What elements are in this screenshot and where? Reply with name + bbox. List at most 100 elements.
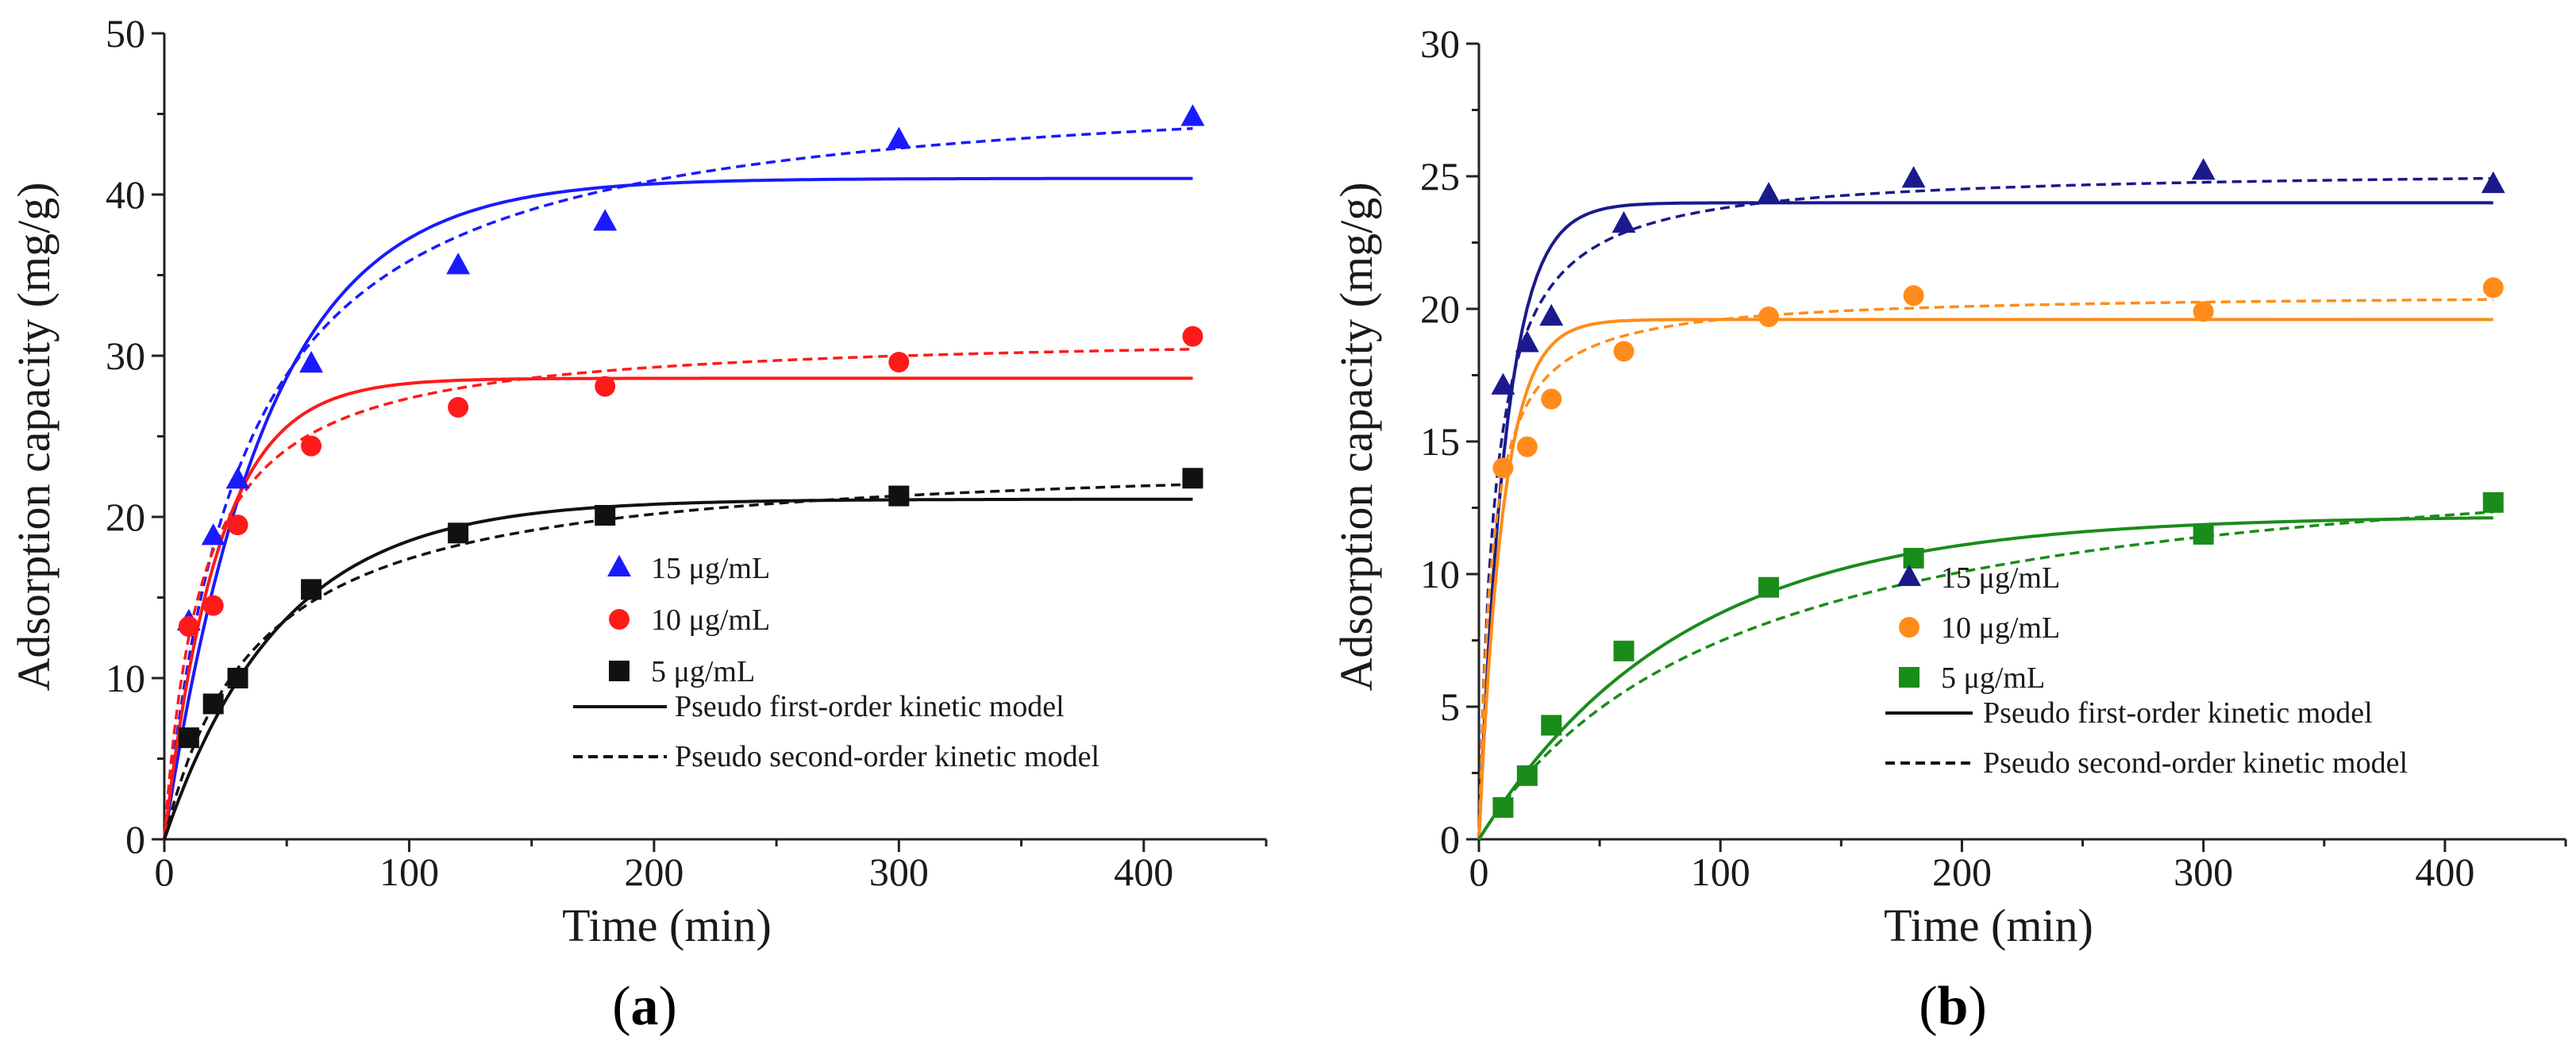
data-point-circle bbox=[448, 396, 469, 418]
y-tick-label: 10 bbox=[1420, 552, 1460, 596]
y-tick-label: 40 bbox=[106, 172, 145, 217]
data-point-square bbox=[1492, 796, 1514, 818]
x-tick-label: 0 bbox=[155, 850, 175, 894]
data-point-circle bbox=[227, 515, 248, 536]
legend-marker-square bbox=[1899, 667, 1919, 688]
data-point-triangle bbox=[225, 467, 250, 489]
data-point-square bbox=[178, 727, 199, 749]
data-point-circle bbox=[301, 435, 322, 457]
panel-label: (b) bbox=[1919, 976, 1987, 1037]
pseudo-second-order-curve bbox=[163, 483, 1193, 840]
data-point-circle bbox=[178, 616, 199, 638]
legend-model-label: Pseudo second-order kinetic model bbox=[1983, 746, 2408, 780]
data-point-circle bbox=[2482, 277, 2504, 299]
data-point-circle bbox=[888, 352, 910, 373]
legend-label: 5 μg/mL bbox=[651, 655, 755, 688]
pseudo-first-order-curve bbox=[163, 376, 1193, 840]
legend-marker-circle bbox=[1899, 617, 1919, 638]
y-tick-label: 10 bbox=[106, 656, 145, 700]
x-tick-label: 400 bbox=[2415, 850, 2474, 894]
data-point-triangle bbox=[201, 523, 225, 545]
legend-label: 10 μg/mL bbox=[651, 603, 770, 637]
chart-panel-b: 0 100 200 300 400 0 5 10 15 20 25 30 Time (min) Adsor… bbox=[1330, 21, 2567, 1037]
panel-label: (a) bbox=[612, 976, 677, 1037]
pseudo-second-order-curve bbox=[1477, 511, 2493, 840]
y-axis-label: Adsorption capacity (mg/g) bbox=[1330, 182, 1382, 691]
legend-label: 5 μg/mL bbox=[1941, 661, 2045, 695]
y-tick-label: 30 bbox=[106, 333, 145, 378]
pseudo-first-order-curve bbox=[1477, 201, 2493, 840]
y-axis-label: Adsorption capacity (mg/g) bbox=[8, 182, 60, 691]
y-tick-label: 5 bbox=[1440, 684, 1460, 729]
data-point-triangle bbox=[2481, 171, 2505, 194]
data-point-square bbox=[2193, 523, 2214, 545]
data-point-circle bbox=[1903, 285, 1924, 306]
pseudo-first-order-curve bbox=[1477, 516, 2493, 841]
data-point-square bbox=[448, 522, 469, 544]
y-tick-label: 25 bbox=[1420, 154, 1460, 199]
data-point-circle bbox=[1758, 306, 1780, 328]
data-point-triangle bbox=[1611, 210, 1636, 233]
y-tick-label: 15 bbox=[1420, 419, 1460, 464]
pseudo-first-order-curve bbox=[1477, 318, 2493, 840]
legend-marker-square bbox=[609, 661, 630, 681]
legend-marker-triangle bbox=[1897, 564, 1921, 587]
data-point-triangle bbox=[1491, 372, 1515, 395]
pseudo-first-order-curve bbox=[163, 176, 1193, 840]
legend-label: 15 μg/mL bbox=[1941, 561, 2060, 595]
legend-label: 15 μg/mL bbox=[651, 552, 770, 585]
legend-model-label: Pseudo second-order kinetic model bbox=[675, 740, 1099, 773]
x-axis-label: Time (min) bbox=[562, 900, 772, 951]
y-tick-label: 30 bbox=[1420, 21, 1460, 66]
legend-label: 10 μg/mL bbox=[1941, 611, 2060, 645]
pseudo-second-order-curve bbox=[1477, 176, 2493, 840]
data-point-square bbox=[1182, 468, 1203, 489]
data-point-square bbox=[2482, 492, 2504, 513]
data-point-circle bbox=[2193, 301, 2214, 322]
data-point-square bbox=[595, 504, 616, 526]
data-point-square bbox=[227, 668, 248, 688]
data-point-triangle bbox=[1757, 182, 1781, 204]
data-point-triangle bbox=[299, 350, 324, 373]
data-point-square bbox=[888, 485, 910, 507]
data-point-circle bbox=[1182, 326, 1203, 347]
legend-model-label: Pseudo first-order kinetic model bbox=[1983, 696, 2373, 730]
x-tick-label: 100 bbox=[379, 850, 439, 894]
data-point-square bbox=[1541, 715, 1562, 736]
data-point-square bbox=[1758, 576, 1780, 598]
data-point-circle bbox=[202, 595, 224, 616]
legend-model-label: Pseudo first-order kinetic model bbox=[675, 690, 1065, 723]
pseudo-second-order-curve bbox=[163, 348, 1193, 840]
data-point-triangle bbox=[593, 209, 618, 231]
data-point-circle bbox=[1613, 341, 1635, 362]
data-point-triangle bbox=[1180, 104, 1205, 126]
data-point-triangle bbox=[1901, 166, 1926, 188]
y-tick-label: 0 bbox=[125, 817, 145, 862]
x-tick-label: 100 bbox=[1691, 850, 1750, 894]
data-point-triangle bbox=[887, 126, 911, 149]
chart-panel-a: 0 100 200 300 400 0 10 20 30 40 50 Time (min) Adsorp… bbox=[8, 11, 1268, 1037]
legend-marker-circle bbox=[609, 609, 630, 630]
data-point-square bbox=[1903, 547, 1924, 569]
pseudo-first-order-curve bbox=[163, 497, 1193, 840]
y-tick-label: 50 bbox=[106, 11, 145, 56]
data-point-circle bbox=[595, 376, 616, 397]
x-tick-label: 400 bbox=[1114, 850, 1173, 894]
x-axis-label: Time (min) bbox=[1884, 900, 2093, 951]
data-point-circle bbox=[1516, 436, 1538, 457]
data-point-circle bbox=[1492, 457, 1514, 479]
y-tick-label: 20 bbox=[106, 495, 145, 539]
x-tick-label: 300 bbox=[2174, 850, 2233, 894]
data-point-square bbox=[202, 693, 224, 715]
data-point-circle bbox=[1541, 388, 1562, 410]
x-tick-label: 300 bbox=[869, 850, 929, 894]
y-tick-label: 0 bbox=[1440, 817, 1460, 862]
data-point-triangle bbox=[1539, 303, 1564, 326]
data-point-square bbox=[1613, 640, 1635, 661]
x-tick-label: 0 bbox=[1469, 850, 1489, 894]
data-point-triangle bbox=[446, 253, 471, 275]
y-tick-label: 20 bbox=[1420, 287, 1460, 331]
data-point-triangle bbox=[1515, 330, 1539, 353]
data-point-triangle bbox=[2191, 158, 2216, 180]
